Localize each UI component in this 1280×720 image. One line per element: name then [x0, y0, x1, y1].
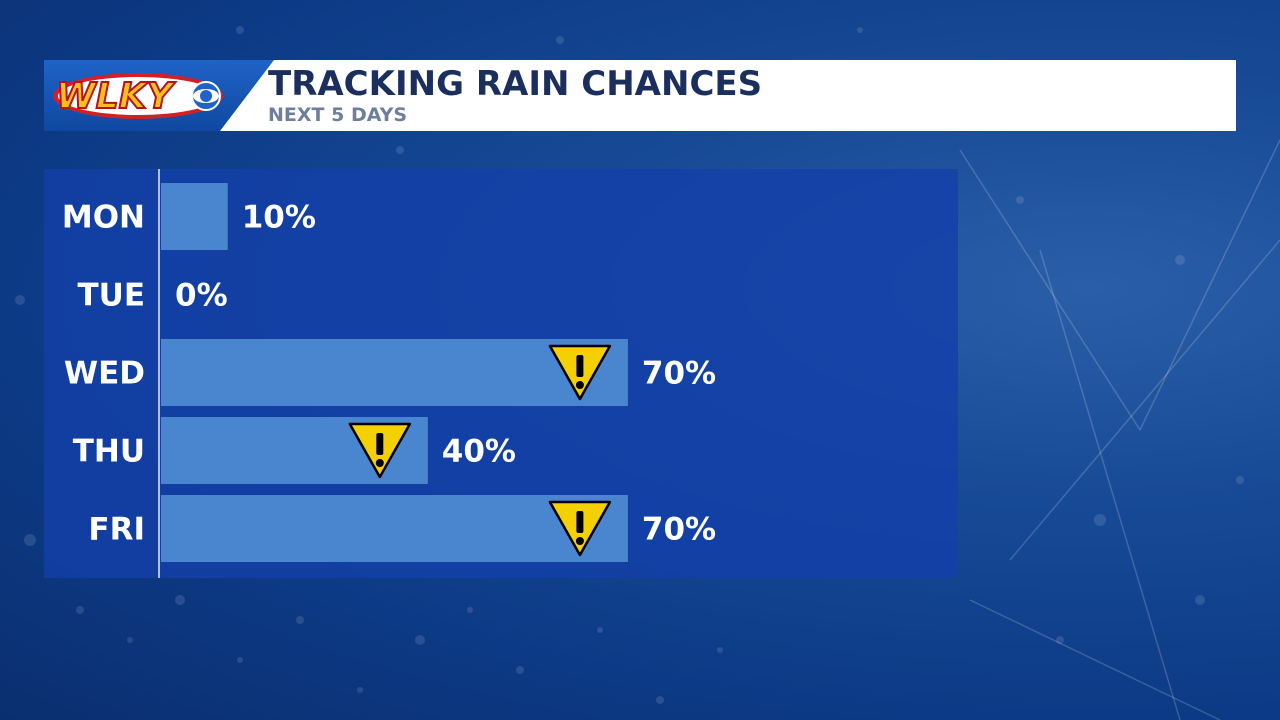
category-label: MON — [62, 200, 145, 236]
data-label: 70% — [642, 356, 716, 392]
exclamation-bar — [576, 355, 584, 377]
chart-panel: MON 10% TUE 0% WED 70% THU 40% FRI 70% — [44, 169, 958, 578]
exclamation-dot — [575, 381, 584, 389]
bar — [161, 183, 228, 250]
data-label: 0% — [175, 278, 228, 314]
data-label: 10% — [242, 200, 316, 236]
exclamation-dot — [575, 537, 584, 545]
bar — [161, 495, 628, 562]
warning-icon — [548, 344, 612, 401]
exclamation-bar — [576, 511, 584, 533]
category-label: TUE — [78, 278, 146, 314]
logo-panel: WLKY — [44, 60, 274, 131]
data-label: 40% — [442, 434, 516, 470]
category-label: FRI — [88, 512, 145, 548]
rain-chance-chart: MON 10% TUE 0% WED 70% THU 40% FRI 70% — [62, 169, 716, 578]
category-label: THU — [73, 434, 145, 470]
category-label: WED — [64, 356, 145, 392]
svg-text:WLKY: WLKY — [56, 76, 177, 117]
page-subtitle: NEXT 5 DAYS — [268, 104, 408, 126]
header-banner: WLKY TRACKING RAIN CHANCES NEXT 5 DAYS — [44, 60, 1236, 131]
warning-icon — [548, 500, 612, 557]
wlky-cbs-logo: WLKY — [53, 73, 223, 119]
page-title: TRACKING RAIN CHANCES — [268, 64, 763, 104]
warning-icon — [348, 422, 412, 479]
exclamation-bar — [376, 433, 384, 455]
bar — [161, 339, 628, 406]
data-label: 70% — [642, 512, 716, 548]
exclamation-dot — [375, 459, 384, 467]
